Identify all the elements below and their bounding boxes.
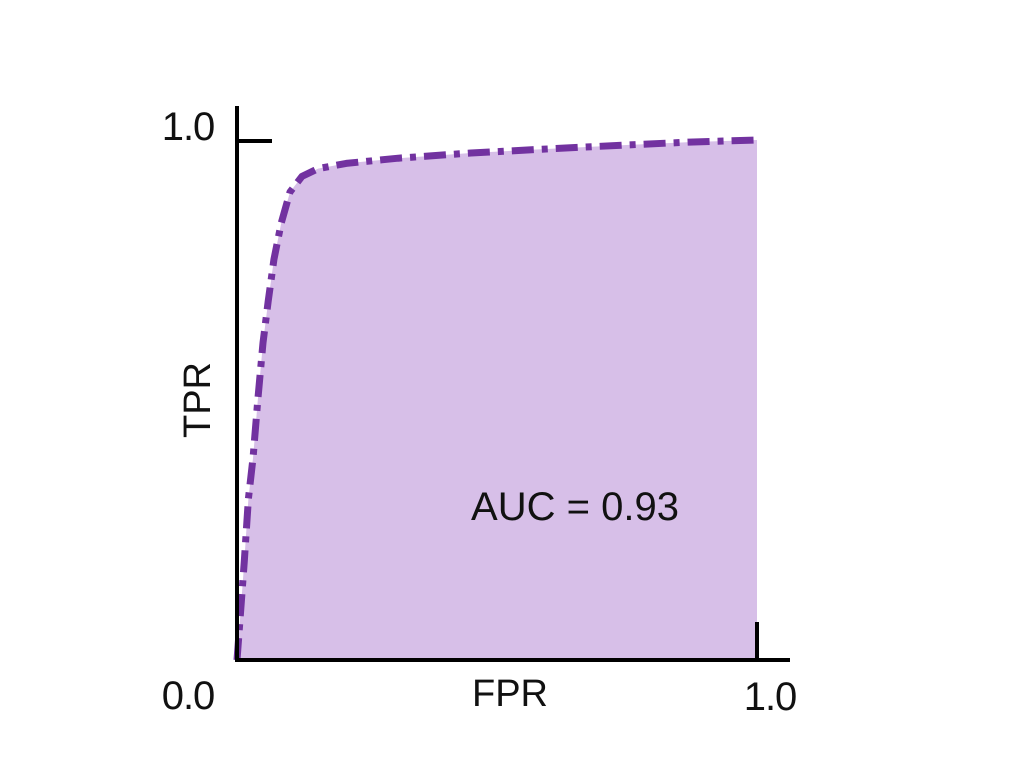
y-axis-tick-label-1.0: 1.0 [161,105,216,149]
x-axis-tick-label-0.0: 0.0 [161,674,216,718]
auc-annotation: AUC = 0.93 [471,485,679,529]
x-axis-title: FPR [472,673,548,715]
x-axis-tick-label-1.0: 1.0 [743,675,798,719]
roc-curve-line [233,136,758,661]
roc-area-fill [237,140,757,660]
y-axis-title: TPR [177,362,219,438]
